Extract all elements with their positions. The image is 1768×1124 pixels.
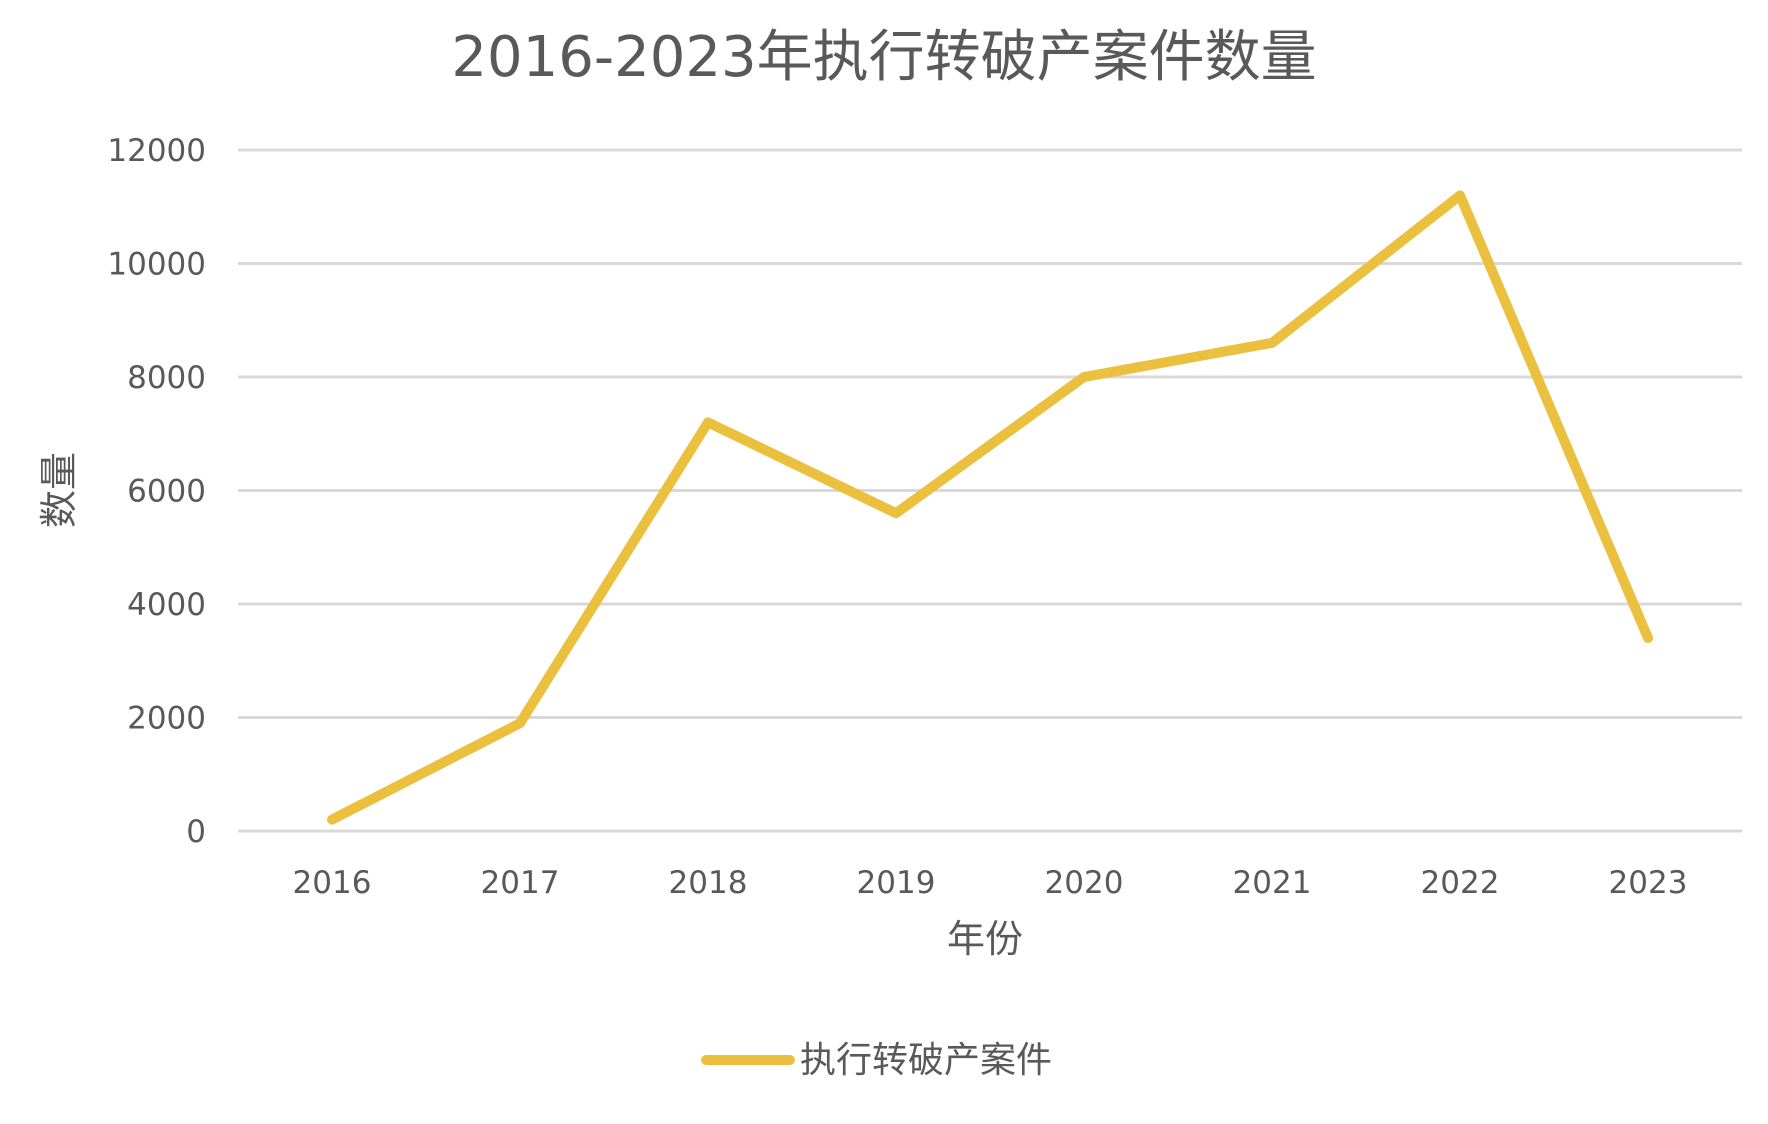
x-tick-label-2021: 2021 xyxy=(1233,865,1312,901)
y-tick-label-10000: 10000 xyxy=(107,247,206,283)
legend-series-label: 执行转破产案件 xyxy=(800,1040,1052,1081)
y-tick-label-12000: 12000 xyxy=(107,133,206,169)
y-tick-label-2000: 2000 xyxy=(127,701,206,737)
x-tick-label-2018: 2018 xyxy=(669,865,748,901)
series-layer xyxy=(327,190,1653,825)
chart-title: 2016-2023年执行转破产案件数量 xyxy=(451,25,1316,90)
legend: 执行转破产案件 xyxy=(701,1040,1052,1081)
gridlines xyxy=(238,148,1742,833)
y-axis-ticks: 0 2000 4000 6000 8000 10000 12000 xyxy=(107,133,206,850)
y-tick-label-0: 0 xyxy=(186,814,206,850)
x-tick-label-2019: 2019 xyxy=(857,865,936,901)
x-tick-label-2017: 2017 xyxy=(481,865,560,901)
y-tick-label-4000: 4000 xyxy=(127,587,206,623)
x-tick-label-2022: 2022 xyxy=(1421,865,1500,901)
x-tick-label-2023: 2023 xyxy=(1609,865,1688,901)
x-axis-title: 年份 xyxy=(947,917,1023,961)
x-tick-label-2016: 2016 xyxy=(293,865,372,901)
x-axis-ticks: 2016 2017 2018 2019 2020 2021 2022 2023 xyxy=(293,865,1688,901)
y-axis-title: 数量 xyxy=(37,452,81,528)
series-line-0 xyxy=(327,190,1653,825)
y-tick-label-6000: 6000 xyxy=(127,474,206,510)
x-tick-label-2020: 2020 xyxy=(1045,865,1124,901)
y-tick-label-8000: 8000 xyxy=(127,360,206,396)
